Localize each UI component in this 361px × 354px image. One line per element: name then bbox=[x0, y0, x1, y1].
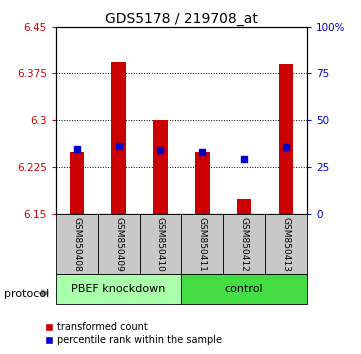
Bar bbox=[223, 214, 265, 274]
Bar bbox=[265, 214, 307, 274]
Title: GDS5178 / 219708_at: GDS5178 / 219708_at bbox=[105, 12, 258, 25]
Legend: transformed count, percentile rank within the sample: transformed count, percentile rank withi… bbox=[41, 319, 225, 349]
Text: GSM850408: GSM850408 bbox=[72, 217, 81, 272]
Text: GSM850410: GSM850410 bbox=[156, 217, 165, 272]
Bar bbox=[195, 152, 210, 214]
Bar bbox=[56, 214, 98, 274]
Text: GSM850412: GSM850412 bbox=[240, 217, 249, 272]
Bar bbox=[237, 199, 252, 214]
Bar bbox=[140, 214, 181, 274]
Bar bbox=[70, 152, 84, 214]
Bar bbox=[111, 62, 126, 214]
Bar bbox=[56, 274, 181, 304]
Bar bbox=[181, 214, 223, 274]
Text: PBEF knockdown: PBEF knockdown bbox=[71, 284, 166, 295]
Text: GSM850411: GSM850411 bbox=[198, 217, 207, 272]
Text: control: control bbox=[225, 284, 264, 295]
Bar bbox=[153, 120, 168, 214]
Bar bbox=[181, 274, 307, 304]
Text: GSM850409: GSM850409 bbox=[114, 217, 123, 272]
Text: GSM850413: GSM850413 bbox=[282, 217, 291, 272]
Text: protocol: protocol bbox=[4, 289, 49, 299]
Bar bbox=[98, 214, 140, 274]
Bar bbox=[279, 64, 293, 214]
